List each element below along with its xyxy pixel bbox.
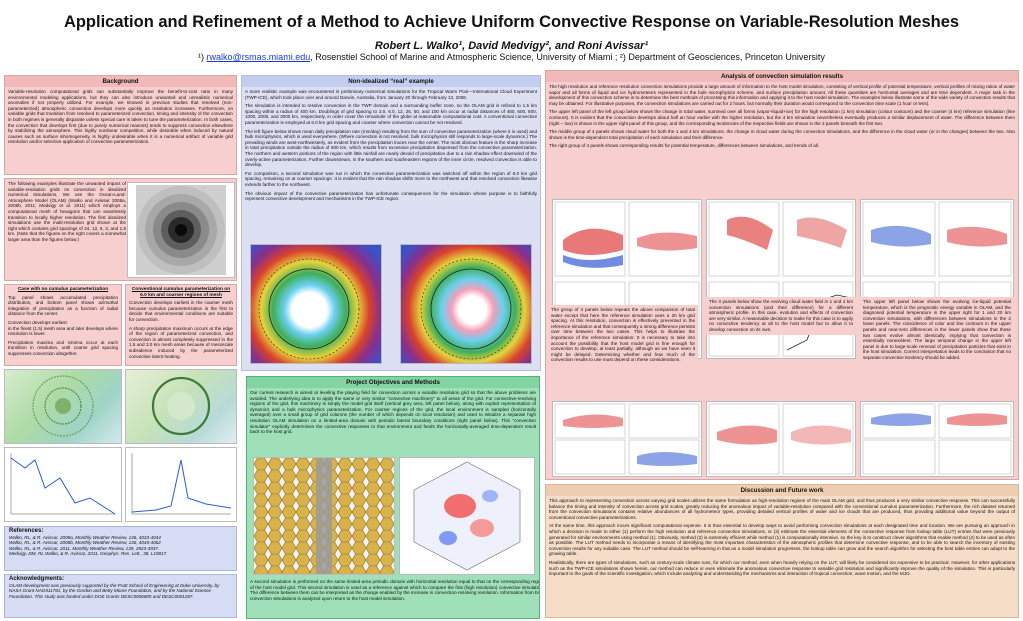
discussion-header: Discussion and Future work: [546, 485, 1018, 496]
cloud-water-profile-contours: [708, 403, 854, 475]
periodic-domain-figure: [399, 457, 535, 575]
poster-authors: Robert L. Walko¹, David Medvigy², and Ro…: [374, 40, 649, 52]
twp-precip-map-left: [250, 244, 382, 364]
nonideal-p5: The obvious impact of the convective par…: [245, 190, 537, 202]
case-no-cumulus-panel: Case with no cumulus parameterization To…: [4, 284, 122, 366]
multi-resolution-grid-figure: [127, 182, 235, 278]
precip-map-cumulus-rings: [151, 376, 211, 436]
background-text: Variable-resolution computational grids …: [8, 89, 233, 145]
analysis-p3: The middle group of 4 panels shows cloud…: [549, 129, 1015, 140]
nonideal-p1: A more realistic example was encountered…: [245, 89, 537, 100]
twp-precip-map-right: [400, 244, 532, 364]
analysis-caption-3: The upper left panel below shows the evo…: [860, 297, 1014, 363]
cloud-water-profile-figure: [706, 401, 856, 477]
discussion-panel: Discussion and Future work This approach…: [545, 484, 1019, 618]
nonideal-panel: Non-idealized “real” example A more real…: [241, 75, 541, 371]
nonideal-p4: For comparison, a second simulation was …: [245, 170, 537, 187]
poster-title: Application and Refinement of a Method t…: [63, 13, 960, 31]
case-cumulus-panel: Conventional cumulus parameterization on…: [125, 284, 237, 366]
background-header: Background: [5, 76, 236, 87]
precip-map-no-cumulus: [4, 369, 122, 444]
objectives-caption: A second simulation is performed on the …: [250, 579, 540, 601]
references-panel: References: Walko, RL, & R. Avissar, 200…: [4, 526, 237, 571]
nonideal-p3: The left figure below shows mean daily p…: [245, 128, 537, 168]
case1-p2: Convection develops earliest: [8, 319, 67, 325]
case2-title: Conventional cumulus parameterization on…: [131, 287, 231, 298]
hex-mesh-graphic: [254, 458, 394, 574]
references-header: References:: [9, 528, 44, 534]
reference-item: Walko, RL, & R. Avissar, 2008a, Monthly …: [9, 534, 161, 540]
acknowledgments-panel: Acknowledgments: OLAM development was pr…: [4, 574, 237, 618]
case1-p1: Top panel shows accumulated precipitatio…: [8, 294, 118, 317]
grid-rings-graphic: [136, 185, 226, 275]
nonideal-header: Non-idealized “real” example: [242, 76, 540, 87]
analysis-caption-1: The group of 4 panels below repeats the …: [548, 305, 698, 365]
case1-p3: in the finest (1.5) mesh area and later …: [8, 325, 118, 337]
theta-il-contours: [862, 403, 1012, 475]
radial-precip-plot-cumulus: [125, 447, 237, 522]
analysis-p2: The upper left panel of the left group b…: [549, 109, 1015, 126]
precip-map-cumulus: [125, 369, 237, 444]
case2-p2: A sharp precipitation maximum occurs at …: [129, 325, 233, 359]
radial-precip-plot-no-cumulus: [4, 447, 122, 522]
periodic-domain-graphic: [413, 461, 521, 571]
poster-affiliation: ¹) rwalko@rsmas.miami.edu, Rosenstiel Sc…: [0, 52, 1023, 62]
background-panel: Background Variable-resolution computati…: [4, 75, 237, 175]
hex-mesh-figure: [253, 457, 395, 575]
total-water-20km-figure: [552, 401, 702, 477]
twp-precip-map-right-outline: [420, 258, 522, 360]
theta-il-figure: [860, 401, 1014, 477]
precip-map-no-cumulus-rings: [32, 375, 94, 437]
analysis-p4: The right group of 4 panels shows corres…: [549, 143, 820, 149]
total-water-20km-contours: [554, 403, 700, 475]
objectives-header: Project Objectives and Methods: [247, 377, 539, 388]
case2-p1: Convection develops earliest in the coar…: [129, 300, 233, 322]
case1-p4: Precipitation maxima and minima occur at…: [8, 339, 118, 356]
case1-title: Case with no cumulus parameterization: [17, 287, 109, 292]
discussion-p2: At the same time, this approach incurs s…: [549, 523, 1015, 557]
twp-precip-map-left-outline: [258, 258, 360, 360]
reference-item: Walko, RL, & R. Avissar, 2011, Monthly W…: [9, 545, 160, 551]
affiliation-rest: , Rosenstiel School of Marine and Atmosp…: [310, 52, 825, 62]
background-examples-text: The following examples illustrate the un…: [8, 181, 126, 242]
nonideal-p2: The simulation is intended to resolve co…: [245, 103, 537, 125]
objectives-text: Our current research is aimed at levelin…: [250, 390, 536, 435]
acknowledgments-text: OLAM development was previously supporte…: [9, 582, 220, 599]
reference-item: Medvigy, DM, RL Walko, & R. Avissar, 201…: [9, 551, 168, 557]
radial-precip-curve-cumulus: [131, 453, 232, 515]
acknowledgments-header: Acknowledgments:: [9, 576, 65, 582]
reference-item: Walko, RL, & R. Avissar, 2008b, Monthly …: [9, 540, 161, 546]
analysis-header: Analysis of convection simulation result…: [546, 71, 1018, 82]
background-grid-panel: The following examples illustrate the un…: [4, 178, 237, 281]
affiliation-prefix: ¹): [198, 52, 207, 62]
analysis-panel: Analysis of convection simulation result…: [545, 70, 1019, 480]
objectives-panel: Project Objectives and Methods Our curre…: [246, 376, 540, 619]
discussion-p1: This approach to representing convection…: [549, 498, 1015, 520]
radial-precip-curve-no-cumulus: [10, 453, 116, 515]
analysis-caption-2: The 3 panels below show the evolving clo…: [706, 297, 856, 335]
cloud-water-group-figure: [706, 199, 856, 359]
author-email-link[interactable]: rwalko@rsmas.miami.edu: [206, 52, 311, 62]
analysis-p1: The high resolution and reference resolu…: [549, 84, 1015, 106]
discussion-p3: Realistically, there are types of simula…: [549, 559, 1015, 577]
